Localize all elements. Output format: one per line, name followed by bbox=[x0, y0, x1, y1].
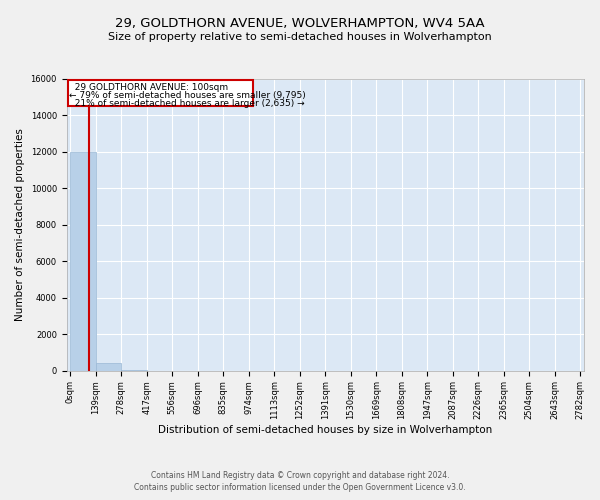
X-axis label: Distribution of semi-detached houses by size in Wolverhampton: Distribution of semi-detached houses by … bbox=[158, 425, 493, 435]
Text: 29, GOLDTHORN AVENUE, WOLVERHAMPTON, WV4 5AA: 29, GOLDTHORN AVENUE, WOLVERHAMPTON, WV4… bbox=[115, 18, 485, 30]
Text: Size of property relative to semi-detached houses in Wolverhampton: Size of property relative to semi-detach… bbox=[108, 32, 492, 42]
Text: Contains HM Land Registry data © Crown copyright and database right 2024.: Contains HM Land Registry data © Crown c… bbox=[151, 472, 449, 480]
Text: ← 79% of semi-detached houses are smaller (9,795): ← 79% of semi-detached houses are smalle… bbox=[69, 91, 306, 100]
FancyBboxPatch shape bbox=[68, 80, 253, 106]
Text: 21% of semi-detached houses are larger (2,635) →: 21% of semi-detached houses are larger (… bbox=[69, 98, 305, 108]
Text: 29 GOLDTHORN AVENUE: 100sqm: 29 GOLDTHORN AVENUE: 100sqm bbox=[69, 82, 228, 92]
Bar bbox=[96, 364, 121, 370]
Y-axis label: Number of semi-detached properties: Number of semi-detached properties bbox=[15, 128, 25, 321]
Text: Contains public sector information licensed under the Open Government Licence v3: Contains public sector information licen… bbox=[134, 483, 466, 492]
Bar bbox=[70, 152, 96, 370]
